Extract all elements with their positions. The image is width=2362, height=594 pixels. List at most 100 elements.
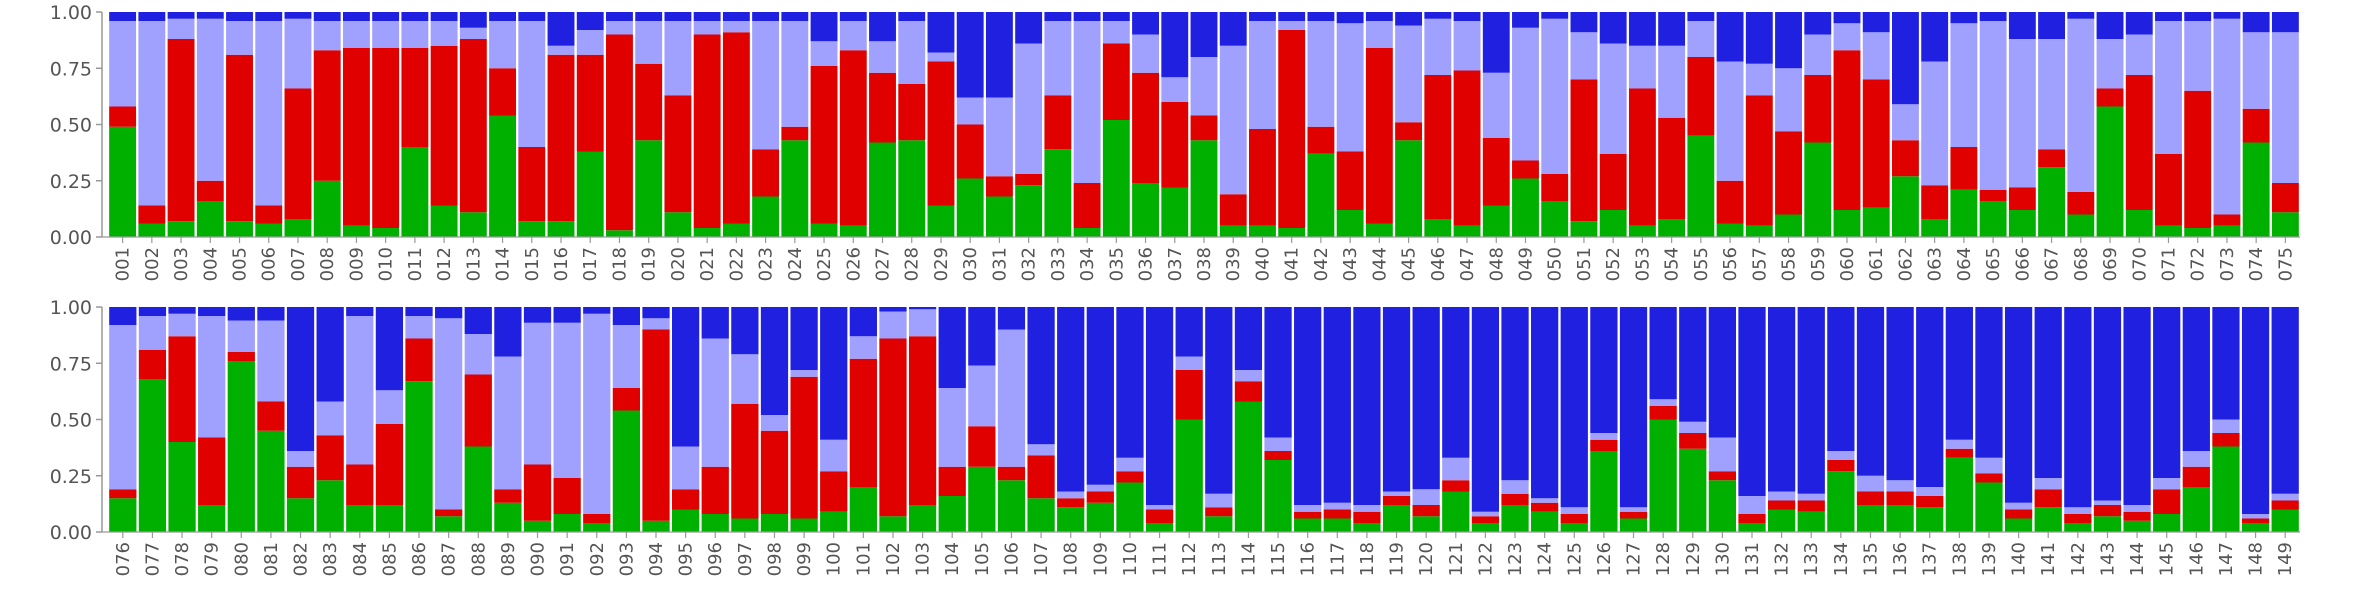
- bar-segment-026-k3: [839, 21, 867, 51]
- bar-segment-001-k1: [109, 126, 137, 237]
- x-tick-label: 072: [2188, 247, 2209, 281]
- bar-segment-112-k3: [1175, 356, 1203, 370]
- x-tick-label: 045: [1399, 247, 1420, 281]
- bar-segment-107-k2: [1027, 455, 1055, 499]
- bar-segment-088-k3: [464, 334, 492, 375]
- bar-segment-083-k2: [316, 435, 344, 481]
- x-tick-label: 016: [551, 247, 572, 281]
- bar-segment-009-k1: [342, 225, 370, 237]
- bar-segment-063-k1: [1921, 219, 1949, 237]
- bar-segment-143-k1: [2093, 516, 2122, 532]
- bar-segment-099-k3: [790, 370, 818, 377]
- bar-segment-071-k2: [2155, 153, 2182, 226]
- x-tick-label: 060: [1837, 247, 1858, 281]
- bar-segment-014-k1: [489, 115, 517, 237]
- bar-segment-111-k2: [1145, 509, 1174, 523]
- bar-segment-006-k2: [255, 205, 283, 224]
- bar-segment-099-k2: [790, 376, 818, 519]
- x-tick-label: 115: [1268, 542, 1289, 576]
- x-tick-label: 093: [616, 542, 637, 576]
- bar-segment-080-k4: [227, 307, 255, 321]
- x-tick-label: 065: [1983, 247, 2004, 281]
- bar-segment-117-k3: [1323, 502, 1351, 510]
- bar-segment-018-k4: [606, 12, 633, 21]
- bar-segment-011-k4: [401, 12, 429, 21]
- x-tick-label: 032: [1019, 247, 1040, 281]
- bar-segment-082-k1: [286, 498, 315, 532]
- bar-segment-084-k1: [346, 505, 374, 532]
- x-tick-label: 092: [587, 542, 608, 576]
- bar-segment-061-k2: [1862, 79, 1890, 208]
- x-tick-label: 117: [1327, 542, 1348, 576]
- bar-segment-145-k3: [2153, 478, 2181, 490]
- bar-segment-079-k1: [198, 505, 226, 532]
- x-tick-label: 061: [1866, 247, 1887, 281]
- bar-segment-037-k4: [1161, 12, 1189, 78]
- bar-segment-022-k2: [722, 32, 750, 224]
- bar-segment-081-k1: [257, 430, 285, 532]
- x-tick-label: 029: [931, 247, 952, 281]
- x-tick-label: 102: [883, 542, 904, 576]
- bar-segment-025-k1: [810, 223, 838, 237]
- bar-segment-115-k3: [1264, 437, 1292, 451]
- x-tick-label: 023: [756, 247, 777, 281]
- x-tick-label: 057: [1749, 247, 1770, 281]
- bar-segment-068-k2: [2067, 192, 2095, 215]
- bar-segment-027-k2: [869, 72, 896, 143]
- bar-segment-029-k3: [927, 52, 955, 62]
- bar-segment-059-k2: [1804, 75, 1832, 143]
- bar-segment-143-k3: [2093, 500, 2122, 505]
- bar-segment-052-k2: [1599, 153, 1627, 210]
- x-tick-label: 074: [2246, 247, 2267, 281]
- bar-segment-090-k1: [523, 520, 552, 532]
- x-tick-label: 051: [1574, 247, 1595, 281]
- bar-segment-102-k3: [879, 311, 907, 339]
- bar-segment-094-k1: [642, 520, 670, 532]
- bar-segment-033-k2: [1044, 95, 1072, 150]
- bar-segment-142-k2: [2064, 514, 2092, 523]
- bar-segment-005-k3: [226, 21, 253, 55]
- bar-segment-121-k1: [1442, 491, 1470, 532]
- x-tick-label: 077: [142, 542, 163, 576]
- bar-segment-077-k1: [138, 379, 167, 532]
- bar-segment-011-k2: [401, 48, 429, 147]
- bar-segment-113-k4: [1205, 307, 1233, 494]
- bar-segment-124-k1: [1531, 511, 1559, 532]
- bar-segment-105-k1: [968, 466, 996, 532]
- bar-segment-010-k1: [372, 228, 400, 237]
- x-tick-label: 148: [2246, 542, 2267, 576]
- bar-segment-046-k1: [1424, 219, 1452, 237]
- bar-segment-141-k2: [2034, 489, 2062, 508]
- bar-segment-051-k1: [1570, 221, 1598, 237]
- bar-segment-037-k2: [1161, 102, 1189, 188]
- bar-segment-015-k2: [518, 147, 546, 222]
- bar-segment-040-k1: [1249, 225, 1276, 237]
- x-tick-label: 140: [2009, 542, 2030, 576]
- bar-segment-112-k2: [1175, 370, 1203, 420]
- bar-segment-044-k1: [1365, 223, 1393, 237]
- bar-segment-053-k3: [1628, 45, 1656, 89]
- bar-segment-013-k1: [459, 212, 487, 237]
- bar-segment-036-k4: [1132, 12, 1159, 35]
- bar-segment-125-k4: [1560, 307, 1588, 508]
- bar-segment-021-k3: [693, 21, 721, 35]
- bar-segment-079-k3: [198, 316, 226, 438]
- x-tick-label: 055: [1691, 247, 1712, 281]
- bar-segment-102-k1: [879, 516, 907, 532]
- x-tick-label: 062: [1895, 247, 1916, 281]
- x-tick-label: 042: [1311, 247, 1332, 281]
- bar-segment-119-k4: [1382, 307, 1411, 492]
- bar-segment-056-k4: [1716, 12, 1744, 62]
- bar-segment-017-k1: [576, 151, 604, 237]
- bar-segment-018-k2: [606, 34, 633, 231]
- bar-segment-058-k2: [1775, 131, 1802, 215]
- bar-segment-138-k1: [1945, 457, 1973, 532]
- bar-segment-050-k1: [1541, 201, 1569, 237]
- bar-segment-085-k4: [375, 307, 404, 391]
- bar-segment-051-k2: [1570, 79, 1598, 222]
- y-tick-label: 0.25: [50, 171, 92, 193]
- bar-segment-009-k4: [342, 12, 370, 21]
- bar-segment-126-k4: [1590, 307, 1618, 433]
- bar-segment-087-k4: [435, 307, 463, 319]
